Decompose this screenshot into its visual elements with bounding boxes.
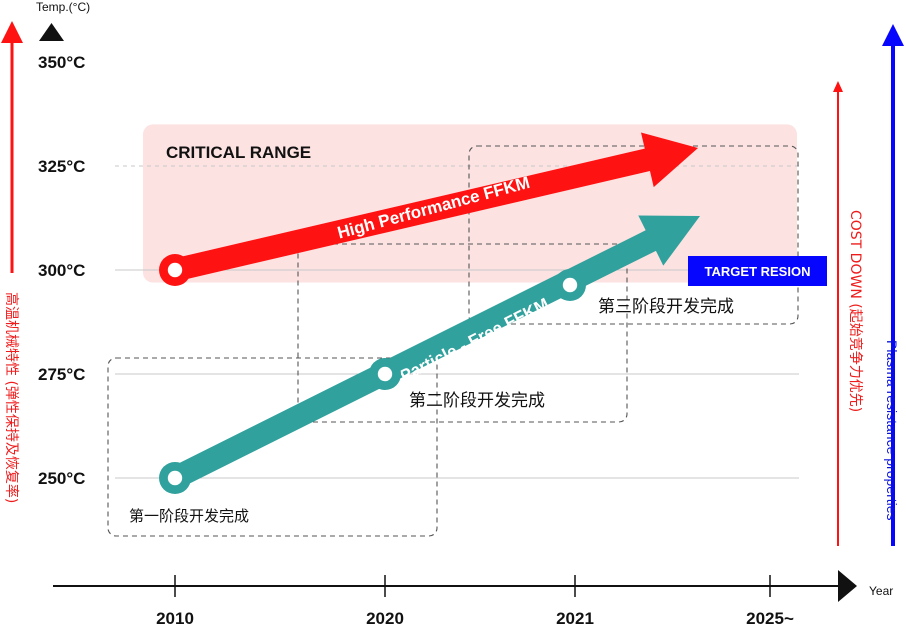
x-axis-arrow-head: [838, 570, 857, 602]
y-axis-triangle: [39, 23, 64, 41]
cost-down-arrow-head: [833, 81, 843, 92]
x-tick-label: 2020: [366, 609, 404, 626]
data-point-marker-inner: [167, 262, 183, 278]
x-tick-label: 2025~: [746, 609, 794, 626]
phase-label-1: 第一阶段开发完成: [129, 507, 249, 525]
critical-range-label: CRITICAL RANGE: [166, 143, 311, 162]
x-axis-ticks: 2010 2020 2021 2025~: [156, 575, 794, 626]
x-axis-unit: Year: [869, 584, 893, 598]
series-arrow-shaft: [163, 148, 659, 282]
series-label: Particle - Free FFKM: [397, 294, 552, 386]
left-red-arrow-head: [1, 21, 23, 43]
plasma-label: Plasma resistance properties: [884, 340, 900, 521]
phase-label-3: 第三阶段开发完成: [598, 297, 734, 317]
x-tick-label: 2010: [156, 609, 194, 626]
data-point-marker-inner: [167, 470, 183, 486]
series-arrow-head: [638, 215, 700, 266]
target-resion-label: TARGET RESION: [705, 264, 811, 279]
data-point-marker-inner: [377, 366, 393, 382]
phase-box-3: [468, 145, 799, 325]
y-tick-325: 325°C: [38, 157, 85, 176]
cost-down-label: COST DOWN (起始竞争力优先): [847, 210, 864, 412]
y-axis-unit: Temp.(°C): [36, 0, 90, 14]
phase-label-2: 第二阶段开发完成: [409, 391, 545, 411]
data-point-marker-inner: [562, 277, 578, 293]
phase-box-1: [107, 357, 438, 537]
plasma-arrow-head: [882, 24, 904, 46]
y-tick-350: 350°C: [38, 53, 85, 72]
series-arrow-head: [640, 132, 698, 188]
phase-box-2: [297, 243, 628, 423]
y-tick-250: 250°C: [38, 469, 85, 488]
target-resion-badge: [688, 256, 827, 286]
x-tick-label: 2021: [556, 609, 594, 626]
y-tick-275: 275°C: [38, 365, 85, 384]
y-tick-300: 300°C: [38, 261, 85, 280]
left-side-label: 高温机械特性 (弹性保持及恢复率): [3, 292, 20, 503]
